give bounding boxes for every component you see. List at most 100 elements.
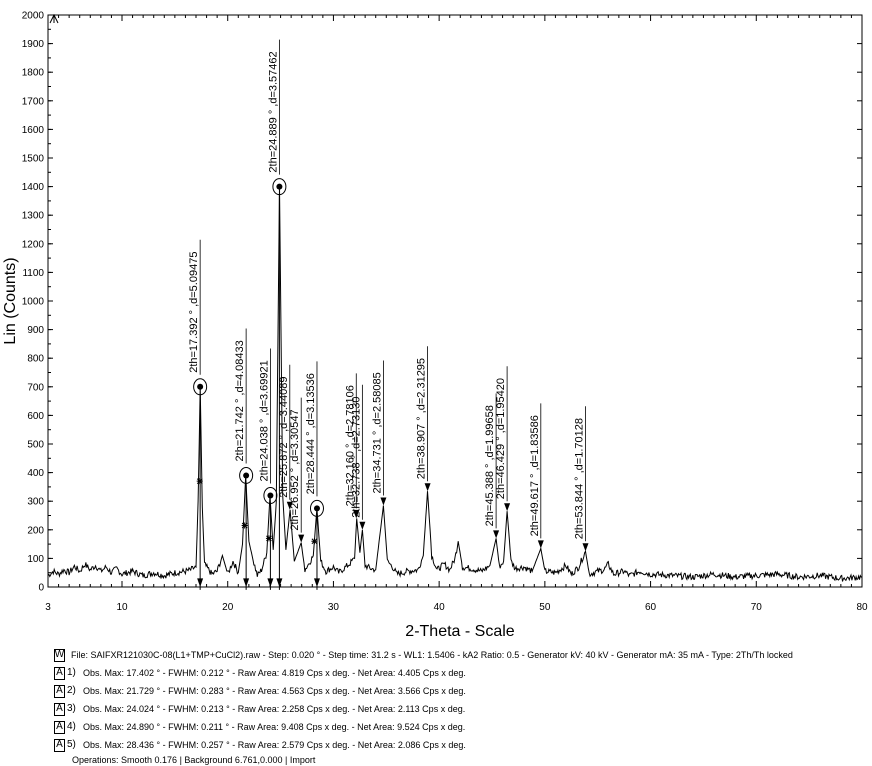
x-tick-label: 20 xyxy=(222,602,234,613)
plot-frame xyxy=(47,14,863,588)
peak-triangle-icon xyxy=(286,501,293,510)
peak-label: 2th=28.444 ° ,d=3.13536 xyxy=(305,373,317,494)
peak-info-text: Obs. Max: 24.890 ° - FWHM: 0.211 ° - Raw… xyxy=(83,721,466,732)
peak-label: 2th=32.160 ° ,d=2.78106 xyxy=(344,385,356,506)
peak-base-icon xyxy=(267,578,274,587)
y-tick-label: 600 xyxy=(27,411,44,422)
peak-info-text: Obs. Max: 28.436 ° - FWHM: 0.257 ° - Raw… xyxy=(83,739,466,750)
peak-marker: 2th=25.872 ° ,d=3.44089 xyxy=(278,364,293,510)
peak-marker: 2th=32.738 ° ,d=2.73130 xyxy=(350,384,366,530)
peak-marker: 2th=53.844 ° ,d=1.70128 xyxy=(573,406,589,552)
legend-row: A 3) Obs. Max: 24.024 ° - FWHM: 0.213 ° … xyxy=(54,700,866,718)
peak-marker: 2th=28.444 ° ,d=3.13536 xyxy=(305,361,324,590)
y-tick-label: 1800 xyxy=(22,68,45,79)
x-axis-title: 2-Theta - Scale xyxy=(405,623,514,640)
fwhm-star-icon xyxy=(311,538,318,545)
y-tick-label: 2000 xyxy=(22,11,45,22)
y-tick-label: 1500 xyxy=(22,154,45,165)
peak-label: 2th=21.742 ° ,d=4.08433 xyxy=(234,340,246,461)
peak-triangle-icon xyxy=(424,483,431,492)
peak-label: 2th=34.731 ° ,d=2.58085 xyxy=(371,372,383,493)
legend: W File: SAIFXR121030C-08(L1+TMP+CuCl2).r… xyxy=(54,646,866,754)
peak-triangle-icon xyxy=(537,540,544,549)
peak-base-icon xyxy=(243,578,250,587)
x-tick-label: 70 xyxy=(751,602,763,613)
peak-marker: 2th=38.907 ° ,d=2.31295 xyxy=(416,346,431,492)
peak-triangle-icon xyxy=(380,497,387,506)
y-tick-label: 500 xyxy=(27,440,44,451)
xrd-chart: 0 100 200 300 400 500 600 700 800 900 1000 1100 1200… xyxy=(2,11,868,641)
x-tick-label: 80 xyxy=(856,602,868,613)
peak-badge-icon: A xyxy=(54,738,65,752)
peak-marker: 2th=26.952 ° ,d=3.30547 xyxy=(289,397,305,543)
x-tick-label: 50 xyxy=(539,602,551,613)
y-tick-label: 100 xyxy=(27,554,44,565)
peak-marker: 2th=45.388 ° ,d=1.99658 xyxy=(484,393,500,539)
y-axis-arrow-icon xyxy=(49,13,59,24)
peak-triangle-icon xyxy=(359,521,366,530)
peak-label: 2th=53.844 ° ,d=1.70128 xyxy=(573,418,585,539)
file-badge-icon: W xyxy=(54,648,65,662)
peak-base-icon xyxy=(313,578,320,587)
peak-number: 3) xyxy=(67,703,76,714)
legend-row: A 1) Obs. Max: 17.402 ° - FWHM: 0.212 ° … xyxy=(54,664,866,682)
y-tick-label: 1300 xyxy=(22,211,45,222)
diffraction-pattern-line xyxy=(47,186,863,582)
x-tick-label: 40 xyxy=(434,602,446,613)
peak-marker: 2th=46.429 ° ,d=1.95420 xyxy=(495,366,511,512)
peak-dot xyxy=(243,472,250,479)
peak-badge-icon: A xyxy=(54,720,65,734)
y-tick-label: 300 xyxy=(27,497,44,508)
peak-base-icon xyxy=(197,578,204,587)
y-tick-label: 1200 xyxy=(22,239,45,250)
peak-triangle-icon xyxy=(493,530,500,539)
y-tick-label: 900 xyxy=(27,325,44,336)
peak-label: 2th=25.872 ° ,d=3.44089 xyxy=(278,377,290,498)
peak-badge-icon: A xyxy=(54,702,65,716)
peak-label: 2th=24.889 ° ,d=3.57462 xyxy=(267,51,279,172)
peak-marker: 2th=32.160 ° ,d=2.78106 xyxy=(344,373,360,519)
peak-base-icon xyxy=(276,578,283,587)
peak-triangle-icon xyxy=(298,534,305,543)
operations-text: Operations: Smooth 0.176 | Background 6.… xyxy=(72,755,316,765)
legend-row: A 5) Obs. Max: 28.436 ° - FWHM: 0.257 ° … xyxy=(54,736,866,754)
peak-dot xyxy=(197,383,204,390)
y-tick-label: 400 xyxy=(27,468,44,479)
peak-label: 2th=32.738 ° ,d=2.73130 xyxy=(350,397,362,518)
y-tick-label: 200 xyxy=(27,525,44,536)
peak-triangle-icon xyxy=(504,503,511,512)
y-tick-label: 1400 xyxy=(22,182,45,193)
y-tick-label: 700 xyxy=(27,382,44,393)
y-tick-label: 1000 xyxy=(22,297,45,308)
fwhm-star-icon xyxy=(241,522,248,529)
peak-number: 2) xyxy=(67,685,76,696)
peak-badge-icon: A xyxy=(54,666,65,680)
peak-info-text: Obs. Max: 21.729 ° - FWHM: 0.283 ° - Raw… xyxy=(83,685,466,696)
peak-marker: 2th=24.038 ° ,d=3.69921 xyxy=(258,348,278,590)
y-tick-label: 1100 xyxy=(22,268,44,279)
y-tick-label: 1700 xyxy=(22,96,45,107)
peak-triangle-icon xyxy=(353,510,360,519)
peak-marker: 2th=24.889 ° ,d=3.57462 xyxy=(267,39,287,590)
peak-label: 2th=49.617 ° ,d=1.83586 xyxy=(529,415,541,536)
peak-info-text: Obs. Max: 17.402 ° - FWHM: 0.212 ° - Raw… xyxy=(83,667,466,678)
legend-row: A 2) Obs. Max: 21.729 ° - FWHM: 0.283 ° … xyxy=(54,682,866,700)
y-tick-label: 1600 xyxy=(22,125,45,136)
peak-number: 5) xyxy=(67,739,76,750)
legend-file-row: W File: SAIFXR121030C-08(L1+TMP+CuCl2).r… xyxy=(54,646,866,664)
peak-marker: 2th=34.731 ° ,d=2.58085 xyxy=(371,360,387,506)
peak-label: 2th=45.388 ° ,d=1.99658 xyxy=(484,405,496,526)
y-axis-title: Lin (Counts) xyxy=(2,257,19,344)
peak-label: 2th=24.038 ° ,d=3.69921 xyxy=(258,360,270,481)
peak-marker: 2th=21.742 ° ,d=4.08433 xyxy=(234,328,254,590)
peak-badge-icon: A xyxy=(54,684,65,698)
x-tick-label: 10 xyxy=(116,602,128,613)
peak-dot xyxy=(276,183,283,190)
peak-number: 4) xyxy=(67,721,76,732)
peak-dot xyxy=(313,505,320,512)
fwhm-star-icon xyxy=(265,535,272,542)
peak-label: 2th=38.907 ° ,d=2.31295 xyxy=(416,358,428,479)
peak-marker: 2th=49.617 ° ,d=1.83586 xyxy=(529,403,544,549)
peak-label: 2th=46.429 ° ,d=1.95420 xyxy=(495,378,507,499)
peak-number: 1) xyxy=(67,667,76,678)
